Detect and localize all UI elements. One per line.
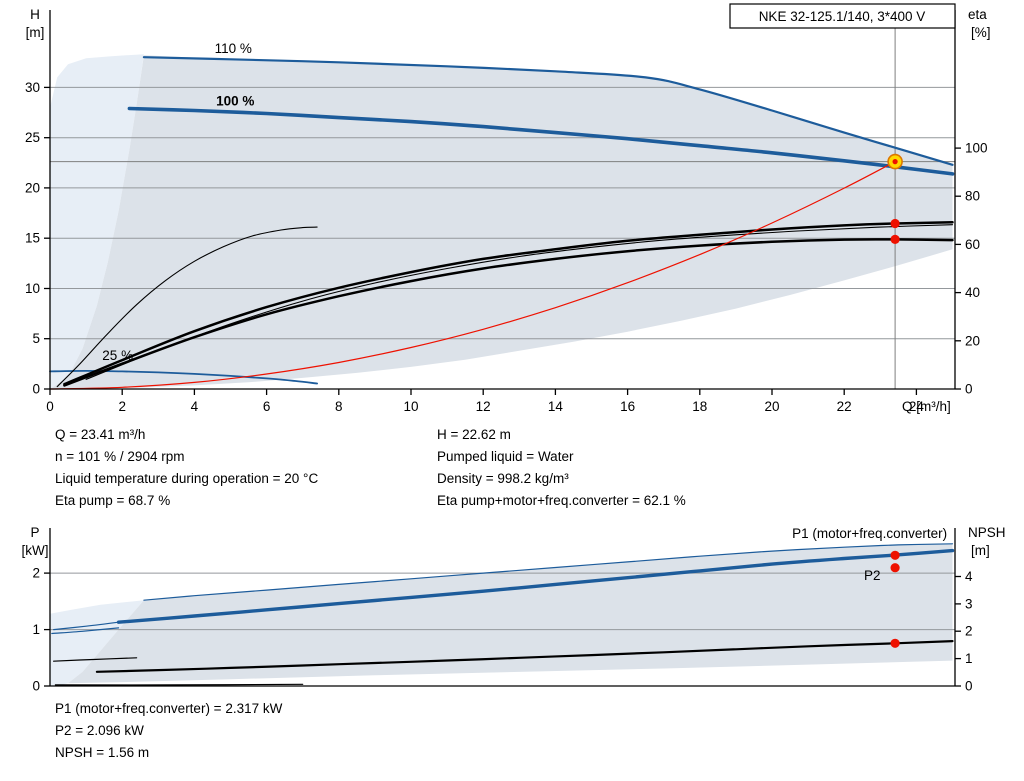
- x-tick-label: 0: [46, 399, 54, 414]
- y-right-tick-label: 1: [965, 651, 973, 666]
- y-right-tick-label: 20: [965, 333, 980, 348]
- curve-label: P2: [864, 568, 881, 583]
- right-axis-unit: [%]: [971, 25, 991, 40]
- eta-thin-curve: [85, 224, 954, 380]
- curve-marker: [890, 550, 900, 560]
- liquid-temp-text: Liquid temperature during operation = 20…: [55, 471, 319, 486]
- left-axis-unit: [m]: [26, 25, 45, 40]
- curve-label: 25 %: [102, 348, 133, 363]
- p1-text: P1 (motor+freq.converter) = 2.317 kW: [55, 701, 283, 716]
- y-right-tick-label: 60: [965, 237, 980, 252]
- power-info: P1 (motor+freq.converter) = 2.317 kW P2 …: [55, 698, 282, 764]
- x-tick-label: 14: [548, 399, 564, 414]
- y-left-tick-label: 30: [25, 80, 40, 95]
- power-envelope: [68, 543, 953, 684]
- right-axis-title: NPSH: [968, 525, 1006, 540]
- x-tick-label: 20: [764, 399, 779, 414]
- duty-point-center: [892, 159, 898, 165]
- p1-curve-min-b: [51, 627, 120, 635]
- y-right-tick-label: 100: [965, 141, 988, 156]
- x-tick-label: 24: [909, 399, 925, 414]
- eta-reduced-arc: [56, 226, 318, 388]
- pump-title-box: [729, 3, 956, 29]
- curve-label: 110 %: [215, 41, 252, 56]
- eta-total-text: Eta pump+motor+freq.converter = 62.1 %: [437, 493, 686, 508]
- x-tick-label: 18: [692, 399, 707, 414]
- duty-head-text: H = 22.62 m: [437, 427, 511, 442]
- y-right-tick-label: 3: [965, 596, 973, 611]
- pump-title: NKE 32-125.1/140, 3*400 V: [759, 9, 926, 24]
- x-axis-label: Q [m³/h]: [902, 399, 951, 414]
- duty-speed-text: n = 101 % / 2904 rpm: [55, 449, 185, 464]
- y-right-tick-label: 2: [965, 624, 973, 639]
- x-tick-label: 16: [620, 399, 635, 414]
- pumped-liquid-text: Pumped liquid = Water: [437, 449, 574, 464]
- x-tick-label: 10: [403, 399, 418, 414]
- duty-info-right: H = 22.62 m Pumped liquid = Water Densit…: [437, 424, 686, 512]
- y-left-tick-label: 20: [25, 180, 40, 195]
- eta-pump-curve: [63, 221, 954, 386]
- x-tick-label: 2: [118, 399, 126, 414]
- npsh-curve: [95, 640, 954, 673]
- curve-label: 100 %: [216, 94, 254, 109]
- npsh-text: NPSH = 1.56 m: [55, 745, 150, 760]
- x-tick-label: 8: [335, 399, 343, 414]
- x-tick-label: 22: [837, 399, 852, 414]
- y-left-tick-label: 10: [25, 281, 40, 296]
- y-left-tick-label: 25: [25, 130, 40, 145]
- hq-eta-chart: 110 % 100 % 25 % 0 5 10 15 20 25 30 0 20 40 60 80 100 0 2…: [25, 3, 991, 414]
- density-text: Density = 998.2 kg/m³: [437, 471, 569, 486]
- eta-total-curve: [63, 238, 954, 387]
- curve-marker: [890, 638, 900, 648]
- system-curve: [49, 161, 896, 390]
- p1-curve-110: [143, 543, 954, 601]
- power-npsh-chart: P1 (motor+freq.converter) P2 0 1 2 0 1 2 3 4 P [kW]…: [22, 525, 1006, 694]
- p1-curve-100: [116, 548, 955, 624]
- y-right-tick-label: 80: [965, 189, 980, 204]
- x-tick-label: 4: [191, 399, 199, 414]
- curve-marker: [890, 234, 900, 244]
- curve-label: P1 (motor+freq.converter): [792, 526, 947, 541]
- y-left-tick-label: 0: [32, 679, 40, 694]
- p2-text: P2 = 2.096 kW: [55, 723, 144, 738]
- y-left-tick-label: 15: [25, 231, 40, 246]
- duty-info-left: Q = 23.41 m³/h n = 101 % / 2904 rpm Liqu…: [55, 424, 318, 512]
- eta-pump-text: Eta pump = 68.7 %: [55, 493, 171, 508]
- y-right-tick-label: 0: [965, 382, 973, 397]
- x-tick-label: 12: [476, 399, 491, 414]
- left-axis-unit: [kW]: [22, 543, 49, 558]
- curve-marker: [890, 563, 900, 573]
- y-right-tick-label: 0: [965, 679, 973, 694]
- right-axis-unit: [m]: [971, 543, 990, 558]
- speed-curve-110: [142, 56, 954, 166]
- p1-curve-min-a: [53, 621, 120, 631]
- y-left-tick-label: 5: [32, 331, 40, 346]
- y-left-tick-label: 2: [32, 566, 40, 581]
- curve-marker: [890, 218, 900, 229]
- right-axis-title: eta: [968, 7, 987, 22]
- left-axis-title: H: [30, 7, 40, 22]
- y-left-tick-label: 0: [32, 382, 40, 397]
- duty-flow-text: Q = 23.41 m³/h: [55, 427, 146, 442]
- y-right-tick-label: 40: [965, 285, 980, 300]
- left-axis-title: P: [30, 525, 39, 540]
- y-left-tick-label: 1: [32, 622, 40, 637]
- power-left-line: [53, 657, 138, 662]
- y-right-tick-label: 4: [965, 569, 973, 584]
- power-low-line: [54, 683, 304, 686]
- x-tick-label: 6: [263, 399, 271, 414]
- speed-curve-100: [127, 106, 955, 176]
